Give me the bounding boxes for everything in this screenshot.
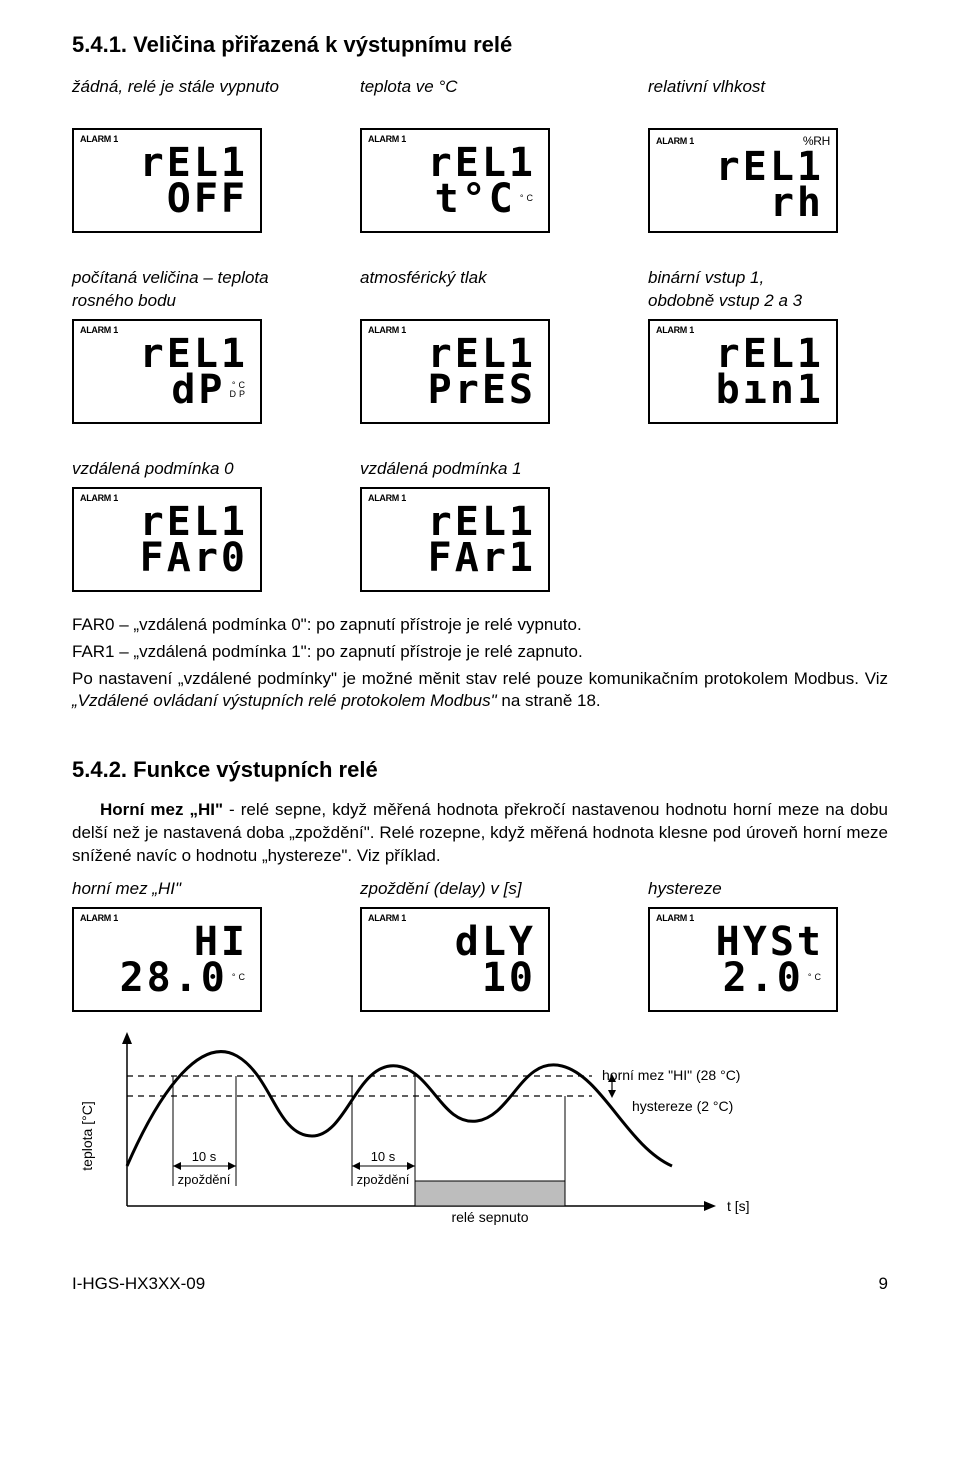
lcd-bin1: ALARM 1 rEL1 bın1 bbox=[648, 319, 838, 424]
caption-dp: počítaná veličina – teplota rosného bodu bbox=[72, 267, 300, 313]
row-2: počítaná veličina – teplota rosného bodu… bbox=[72, 267, 888, 424]
svg-text:hystereze (2 °C): hystereze (2 °C) bbox=[632, 1098, 733, 1114]
lcd-hi: ALARM 1 HI 28.0°C bbox=[72, 907, 262, 1012]
lcd-tempc: ALARM 1 rEL1 t°C°C bbox=[360, 128, 550, 233]
caption-hi: horní mez „HI" bbox=[72, 878, 300, 901]
timing-diagram: teplota [°C] t [s] horní mez "HI" (28 °C… bbox=[72, 1026, 888, 1243]
caption-bin: binární vstup 1,obdobně vstup 2 a 3 bbox=[648, 267, 876, 313]
lcd-off: ALARM 1 rEL1 OFF bbox=[72, 128, 262, 233]
lcd-dp: ALARM 1 rEL1 dP°C DP bbox=[72, 319, 262, 424]
footer-right: 9 bbox=[879, 1273, 888, 1296]
row-3: vzdálená podmínka 0 ALARM 1 rEL1 FAr0 vz… bbox=[72, 458, 888, 592]
section-5-4-1-title: 5.4.1. Veličina přiřazená k výstupnímu r… bbox=[72, 30, 888, 60]
svg-text:10 s: 10 s bbox=[192, 1149, 217, 1164]
caption-hyst: hystereze bbox=[648, 878, 876, 901]
footer-left: I-HGS-HX3XX-09 bbox=[72, 1273, 205, 1296]
row-4: horní mez „HI" ALARM 1 HI 28.0°C zpožděn… bbox=[72, 878, 888, 1012]
caption-rh: relativní vlhkost bbox=[648, 76, 876, 122]
caption-dly: zpoždění (delay) v [s] bbox=[360, 878, 588, 901]
far1-text: FAR1 – „vzdálená podmínka 1": po zapnutí… bbox=[72, 641, 888, 664]
caption-far1: vzdálená podmínka 1 bbox=[360, 458, 588, 481]
svg-text:relé sepnuto: relé sepnuto bbox=[451, 1209, 528, 1225]
caption-far0: vzdálená podmínka 0 bbox=[72, 458, 300, 481]
ylabel: teplota [°C] bbox=[79, 1101, 95, 1170]
far-modbus-text: Po nastavení „vzdálené podmínky" je možn… bbox=[72, 668, 888, 714]
far0-text: FAR0 – „vzdálená podmínka 0": po zapnutí… bbox=[72, 614, 888, 637]
caption-off: žádná, relé je stále vypnuto bbox=[72, 76, 300, 122]
lcd-pres: ALARM 1 rEL1 PrES bbox=[360, 319, 550, 424]
svg-text:zpoždění: zpoždění bbox=[178, 1172, 231, 1187]
lcd-dly: ALARM 1 dLY 10 bbox=[360, 907, 550, 1012]
page-footer: I-HGS-HX3XX-09 9 bbox=[72, 1273, 888, 1296]
lcd-far0: ALARM 1 rEL1 FAr0 bbox=[72, 487, 262, 592]
caption-pres: atmosférický tlak bbox=[360, 267, 588, 313]
caption-tempc: teplota ve °C bbox=[360, 76, 588, 122]
row-1: žádná, relé je stále vypnuto ALARM 1 rEL… bbox=[72, 76, 888, 233]
lcd-rh: ALARM 1%RH rEL1 rh bbox=[648, 128, 838, 233]
svg-text:10 s: 10 s bbox=[371, 1149, 396, 1164]
svg-text:horní mez "HI" (28 °C): horní mez "HI" (28 °C) bbox=[602, 1067, 740, 1083]
xlabel: t [s] bbox=[727, 1198, 750, 1214]
lcd-hyst: ALARM 1 HYSt 2.0°C bbox=[648, 907, 838, 1012]
section-5-4-2-title: 5.4.2. Funkce výstupních relé bbox=[72, 755, 888, 785]
lcd-far1: ALARM 1 rEL1 FAr1 bbox=[360, 487, 550, 592]
hi-paragraph: Horní mez „HI" - relé sepne, když měřená… bbox=[72, 799, 888, 868]
svg-text:zpoždění: zpoždění bbox=[357, 1172, 410, 1187]
